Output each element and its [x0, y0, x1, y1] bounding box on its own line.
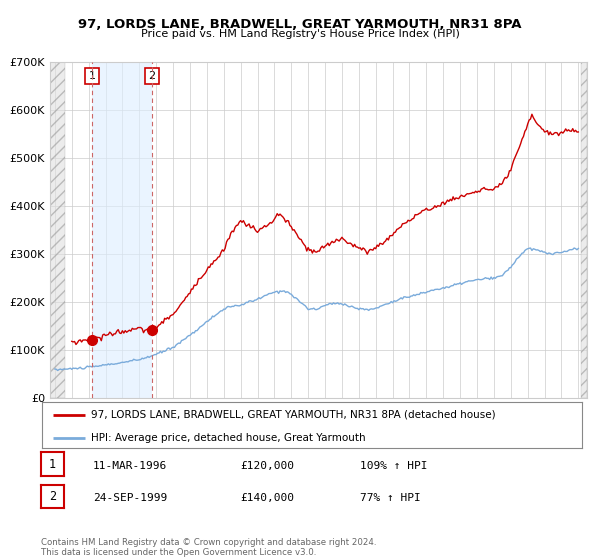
- Text: HPI: Average price, detached house, Great Yarmouth: HPI: Average price, detached house, Grea…: [91, 433, 365, 443]
- Bar: [92, 62, 152, 398]
- Text: 24-SEP-1999: 24-SEP-1999: [93, 493, 167, 503]
- Text: 11-MAR-1996: 11-MAR-1996: [93, 461, 167, 471]
- Text: £140,000: £140,000: [240, 493, 294, 503]
- Text: 109% ↑ HPI: 109% ↑ HPI: [360, 461, 427, 471]
- Text: 97, LORDS LANE, BRADWELL, GREAT YARMOUTH, NR31 8PA (detached house): 97, LORDS LANE, BRADWELL, GREAT YARMOUTH…: [91, 410, 495, 420]
- Text: 1: 1: [88, 71, 95, 81]
- Text: Contains HM Land Registry data © Crown copyright and database right 2024.
This d: Contains HM Land Registry data © Crown c…: [41, 538, 376, 557]
- Text: 2: 2: [49, 490, 56, 503]
- Text: Price paid vs. HM Land Registry's House Price Index (HPI): Price paid vs. HM Land Registry's House …: [140, 29, 460, 39]
- Bar: [581, 62, 587, 398]
- Text: 97, LORDS LANE, BRADWELL, GREAT YARMOUTH, NR31 8PA: 97, LORDS LANE, BRADWELL, GREAT YARMOUTH…: [78, 18, 522, 31]
- Bar: [50, 62, 65, 398]
- Text: 2: 2: [148, 71, 155, 81]
- Text: 77% ↑ HPI: 77% ↑ HPI: [360, 493, 421, 503]
- Text: £120,000: £120,000: [240, 461, 294, 471]
- Text: 1: 1: [49, 458, 56, 471]
